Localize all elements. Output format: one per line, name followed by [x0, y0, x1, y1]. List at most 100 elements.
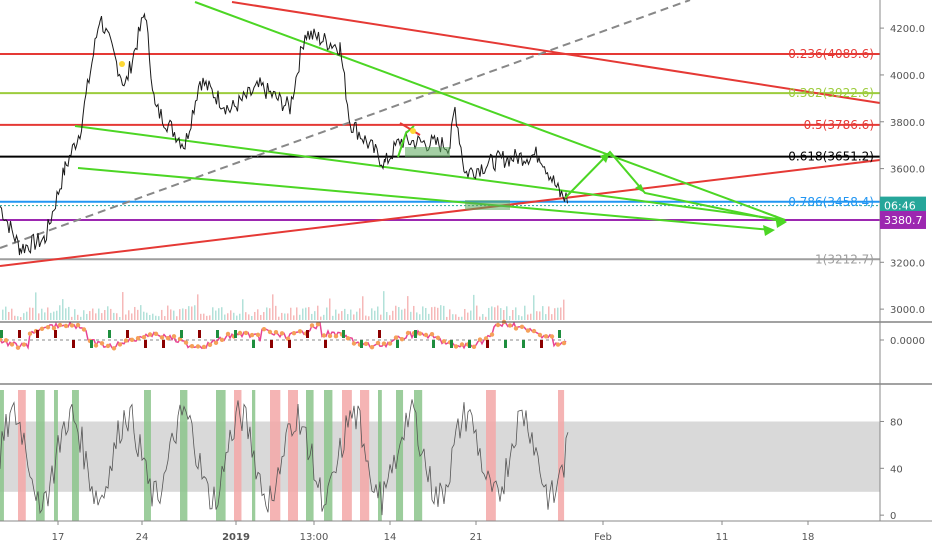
- time-axis[interactable]: 17 24 2019 13:00 14 21 Feb 11 18: [52, 521, 815, 543]
- osc-dot: [429, 332, 435, 337]
- stoch-axis[interactable]: 0 40 80: [880, 417, 903, 522]
- stoch-signal-bar: [0, 390, 4, 521]
- osc-dot: [321, 333, 327, 338]
- volume-bar: [203, 313, 205, 320]
- osc-histogram: [180, 330, 183, 338]
- stoch-overbought-band: [0, 421, 880, 492]
- volume-bar: [542, 306, 544, 320]
- volume-bar: [392, 310, 394, 320]
- green-upper-wedge: [194, 1, 786, 221]
- osc-dot: [405, 330, 411, 336]
- stoch-signal-bar: [324, 390, 333, 521]
- osc-dot: [237, 330, 243, 336]
- volume-bar: [494, 307, 496, 320]
- volume-bar: [80, 316, 82, 320]
- volume-bar: [104, 310, 106, 320]
- volume-bar: [167, 305, 169, 320]
- time-tick-label: 24: [136, 532, 149, 543]
- volume-bar: [398, 307, 400, 320]
- osc-dot: [39, 326, 45, 331]
- target-box: [465, 200, 510, 210]
- osc-dot: [57, 322, 63, 328]
- price-tick-label: 3000.0: [890, 305, 925, 316]
- volume-bar: [407, 296, 409, 320]
- volume-bar: [470, 310, 472, 320]
- volume-bar: [155, 315, 157, 320]
- volume-bar: [500, 308, 502, 320]
- volume-bar: [461, 316, 463, 320]
- stoch-tick-label: 40: [890, 464, 903, 475]
- osc-dot: [105, 343, 111, 349]
- stoch-signal-bar: [342, 390, 352, 521]
- price-panel[interactable]: [0, 0, 880, 322]
- volume-bar: [158, 316, 160, 320]
- volume-bar: [455, 314, 457, 320]
- volume-bar: [173, 310, 175, 320]
- volume-bar: [332, 315, 334, 320]
- price-tick-label: 4200.0: [890, 24, 925, 35]
- volume-bar: [161, 309, 163, 320]
- osc-dot: [123, 338, 129, 343]
- osc-dot: [21, 342, 27, 347]
- volume-bar: [8, 311, 10, 320]
- volume-bar: [74, 309, 76, 320]
- volume-bar: [302, 308, 304, 320]
- time-tick-label: 17: [52, 532, 65, 543]
- volume-bar: [62, 299, 64, 320]
- price-badge: [880, 210, 926, 229]
- volume-bar: [233, 312, 235, 320]
- volume-bar: [464, 308, 466, 320]
- volume-bar: [188, 306, 190, 320]
- osc-dot: [0, 337, 3, 342]
- volume-bar: [212, 307, 214, 320]
- volume-bar: [347, 314, 349, 320]
- stoch-signal-bar: [18, 390, 26, 521]
- osc-histogram: [216, 330, 219, 338]
- stoch-signal-bar: [378, 390, 382, 521]
- price-axis[interactable]: 3000.03200.03400.03600.03800.04000.04200…: [880, 24, 925, 316]
- osc-dot: [15, 345, 21, 350]
- projected-path: [564, 150, 786, 223]
- volume-bar: [545, 314, 547, 320]
- osc-dot: [291, 331, 297, 336]
- volume-bar: [236, 315, 238, 320]
- volume-bar: [284, 313, 286, 320]
- volume-bar: [443, 305, 445, 320]
- price-series: [0, 12, 568, 256]
- osc-dot: [51, 326, 57, 331]
- fib-label: 0.382(3922.6): [788, 86, 874, 100]
- volume-bar: [479, 316, 481, 320]
- osc-dot: [549, 334, 555, 339]
- volume-bar: [548, 306, 550, 320]
- stoch-signal-bar: [72, 390, 79, 521]
- osc-histogram: [0, 330, 3, 338]
- volume-bar: [266, 307, 268, 320]
- volume-bar: [278, 316, 280, 320]
- volume-bar: [179, 309, 181, 320]
- osc-dot: [315, 322, 321, 327]
- volume-bar: [242, 299, 244, 320]
- fib-label: 1(3212.7): [815, 252, 874, 266]
- volume-bar: [506, 306, 508, 320]
- oscillator-panel[interactable]: [0, 322, 880, 384]
- osc-dot: [399, 337, 405, 342]
- oscillator-axis[interactable]: 0.0000: [880, 336, 925, 347]
- volume-bar: [209, 315, 211, 320]
- volume-bar: [281, 312, 283, 320]
- volume-bar: [110, 308, 112, 320]
- osc-dot: [207, 342, 213, 347]
- volume-bar: [554, 308, 556, 320]
- volume-bar: [467, 312, 469, 320]
- stoch-signal-bar: [234, 390, 242, 521]
- volume-bar: [116, 313, 118, 320]
- osc-dot: [369, 345, 375, 350]
- osc-histogram: [126, 330, 129, 338]
- small-green-arrow: [397, 125, 415, 158]
- price-tick-label: 3200.0: [890, 258, 925, 269]
- volume-bar: [92, 308, 94, 320]
- dashed-trendline: [0, 0, 691, 249]
- stoch-signal-bar: [180, 390, 188, 521]
- volume-bar: [509, 315, 511, 320]
